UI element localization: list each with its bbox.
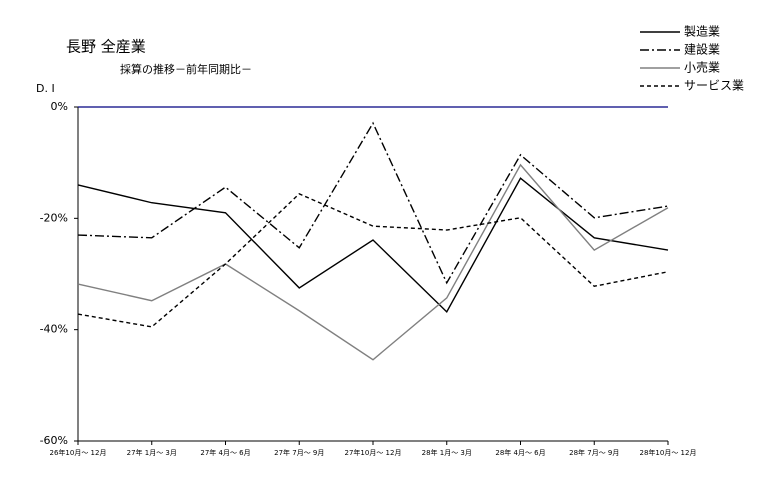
chart-title: 長野 全産業: [66, 38, 146, 56]
x-tick-label: 27年 7月～ 9月: [274, 448, 324, 457]
x-tick-label: 27年 1月～ 3月: [127, 448, 177, 457]
chart-subtitle: 採算の推移－前年同期比－: [120, 62, 252, 76]
x-tick-label: 28年10月～ 12月: [640, 448, 697, 457]
y-tick-label: -20%: [40, 211, 68, 224]
y-tick-label: -60%: [40, 434, 68, 447]
y-tick-label: -40%: [40, 323, 68, 336]
legend-label: 製造業: [684, 25, 720, 39]
x-tick-label: 28年 1月～ 3月: [422, 448, 472, 457]
x-tick-label: 26年10月～ 12月: [50, 448, 107, 457]
series-line: [77, 121, 669, 285]
series-line: [77, 193, 669, 328]
legend-label: 建設業: [684, 42, 720, 57]
y-tick-label: 0%: [51, 100, 68, 113]
series-line: [77, 163, 669, 361]
series-line: [77, 177, 669, 313]
x-tick-label: 28年 7月～ 9月: [569, 448, 619, 457]
legend-label: 小売業: [684, 60, 720, 75]
x-tick-label: 27年10月～ 12月: [345, 448, 402, 457]
y-axis-label: D. I: [36, 82, 55, 95]
x-tick-label: 28年 4月～ 6月: [495, 448, 545, 457]
legend-label: サービス業: [684, 79, 744, 93]
x-tick-label: 27年 4月～ 6月: [200, 448, 250, 457]
